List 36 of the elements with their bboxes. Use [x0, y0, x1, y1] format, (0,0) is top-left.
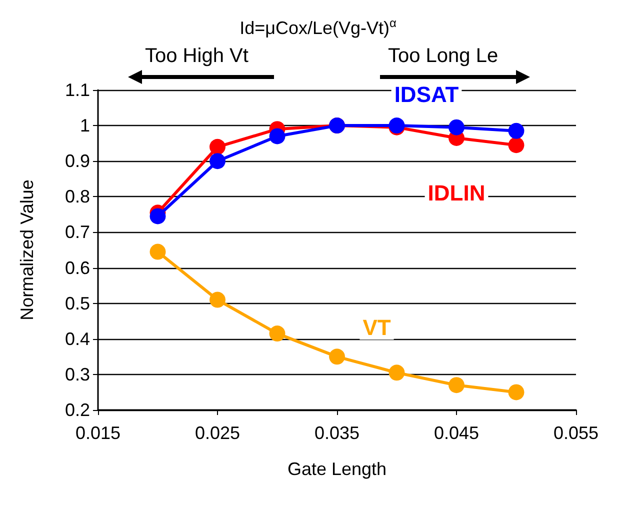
point: [508, 384, 524, 400]
x-axis-title: Gate Length: [287, 459, 387, 479]
point: [448, 377, 464, 394]
x-tick-label: 0.025: [194, 423, 240, 443]
y-tick-label: 0.2: [64, 400, 90, 420]
y-tick-label: 0.7: [64, 222, 90, 242]
x-tick-label: 0.055: [553, 423, 599, 443]
point: [150, 244, 166, 260]
point: [388, 364, 405, 381]
y-tick-label: 0.9: [64, 151, 90, 172]
point: [329, 348, 345, 365]
x-tick-label: 0.015: [75, 423, 121, 443]
point: [210, 292, 226, 308]
point: [508, 137, 524, 154]
y-tick-label: 0.6: [64, 258, 90, 278]
text: Too High Vt: [145, 45, 248, 68]
x-tick-label: 0.045: [434, 423, 480, 443]
point: [269, 326, 286, 342]
point: [150, 208, 166, 224]
point: [269, 128, 286, 144]
point: [210, 153, 226, 170]
y-tick-label: 0.3: [64, 364, 90, 384]
series-label: IDLIN: [428, 180, 486, 206]
y-axis-title: Normalized Value: [17, 180, 37, 320]
y-tick-label: 1: [80, 116, 90, 136]
text: Too Long Le: [388, 45, 498, 68]
series-label: VT: [362, 315, 392, 340]
point: [210, 138, 226, 155]
point: [448, 119, 464, 136]
y-tick-label: 0.8: [64, 186, 90, 207]
series-label: IDSAT: [394, 82, 460, 107]
y-tick-label: 0.5: [64, 293, 90, 314]
y-tick-label: 1.1: [64, 80, 90, 100]
y-tick-label: 0.4: [64, 328, 90, 349]
point: [508, 122, 524, 139]
x-tick-label: 0.035: [314, 423, 360, 443]
